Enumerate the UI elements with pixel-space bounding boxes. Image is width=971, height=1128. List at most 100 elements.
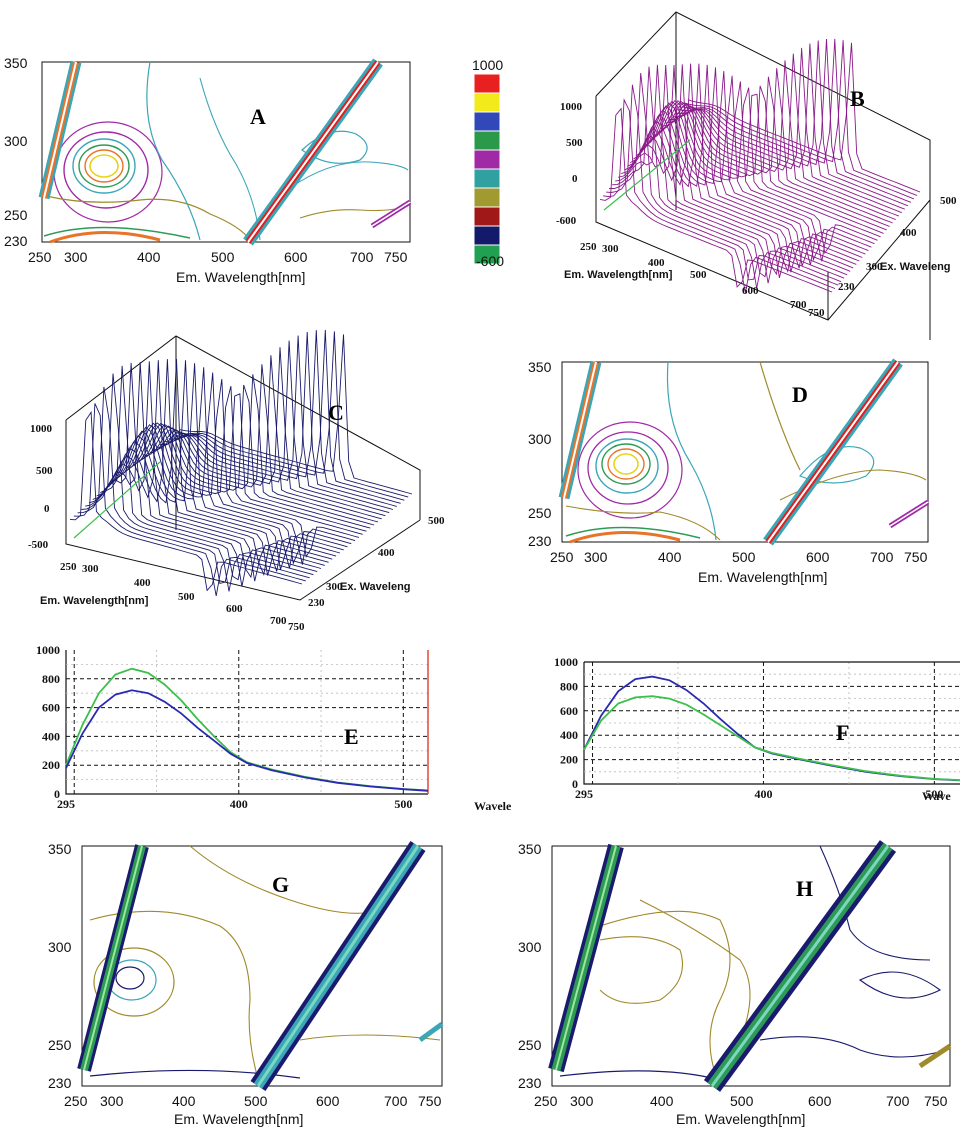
surface-line	[669, 47, 902, 214]
y-tick-label: 230	[4, 233, 28, 249]
panel-d-x-axis-label: Em. Wavelength[nm]	[698, 569, 827, 585]
colorbar-swatch	[473, 244, 501, 265]
y-tick-label: 400	[378, 547, 395, 559]
colorbar-min-label: -600	[476, 253, 504, 269]
x-tick-label: 600	[226, 603, 243, 615]
x-tick-label: 400	[230, 797, 248, 811]
surface-line	[636, 67, 869, 266]
surface-line	[599, 107, 833, 293]
surface-line	[639, 71, 872, 262]
x-tick-label: 600	[808, 1093, 832, 1109]
surface-line	[654, 85, 887, 231]
panel-h-x-ticks: 250 300 400 500 600 700 750	[534, 1093, 948, 1109]
colorbar-swatch	[473, 92, 501, 113]
panel-h: H 350 300 250 230 250 300 400 500 600 70…	[518, 840, 952, 1127]
y-tick-label: 600	[560, 704, 578, 718]
surface-line	[153, 347, 386, 517]
surface-line	[138, 384, 371, 529]
x-tick-label: 600	[742, 285, 759, 297]
panel-d-contours	[558, 358, 930, 546]
x-tick-label: 750	[288, 621, 305, 633]
y-tick-label: 300	[4, 133, 28, 149]
y-tick-label: 250	[48, 1037, 72, 1053]
x-tick-label: 750	[924, 1093, 948, 1109]
x-tick-label: 250	[64, 1093, 88, 1109]
panel-d: D 350 300 250 230 250 300 400 500 600 70…	[528, 358, 930, 585]
x-tick-label: 400	[754, 787, 772, 801]
panel-d-y-ticks: 350 300 250 230	[528, 359, 552, 549]
series-line	[583, 695, 961, 781]
x-tick-label: 250	[550, 549, 574, 565]
surface-line	[149, 355, 382, 520]
colorbar-swatches	[473, 73, 501, 265]
y-tick-label: 350	[48, 841, 72, 857]
panel-g-x-axis-label: Em. Wavelength[nm]	[174, 1111, 303, 1127]
y-tick-label: 300	[326, 581, 343, 593]
panel-h-y-ticks: 350 300 250 230	[518, 841, 542, 1091]
surface-line	[672, 43, 905, 210]
panel-g: G 350 300 250 230 250 300 400 500 600 70…	[48, 841, 444, 1127]
surface-line	[660, 68, 893, 224]
axis-frame	[65, 650, 428, 795]
x-tick-label: 700	[350, 249, 374, 265]
x-tick-label: 600	[284, 249, 308, 265]
y-tick-label: 300	[518, 939, 542, 955]
colorbar-max-label: 1000	[472, 57, 503, 73]
x-tick-label: 250	[28, 249, 52, 265]
surface-line	[602, 98, 836, 293]
y-tick-label: 250	[518, 1037, 542, 1053]
surface-line	[651, 93, 884, 234]
panel-d-x-ticks: 250 300 400 500 600 700 750	[550, 549, 928, 565]
panel-c: C 1000 500 0 -500 250 300 400 500 600 70…	[28, 329, 445, 633]
y-tick-label: 800	[42, 672, 60, 686]
x-tick-label: 700	[270, 615, 287, 627]
panel-a-y-ticks: 350 300 250 230	[4, 55, 28, 249]
z-tick-label: 500	[566, 137, 583, 149]
y-tick-label: 250	[528, 505, 552, 521]
panel-c-label: C	[328, 400, 344, 425]
x-tick-label: 400	[648, 257, 665, 269]
x-tick-label: 500	[211, 249, 235, 265]
surface-line	[77, 386, 310, 584]
colorbar-swatch	[473, 206, 501, 227]
z-tick-label: 500	[36, 465, 53, 477]
y-tick-label: 400	[560, 728, 578, 742]
y-tick-label: 230	[528, 533, 552, 549]
panel-f-x-axis-label: Wave	[922, 789, 951, 803]
y-tick-label: 300	[866, 261, 883, 273]
x-tick-label: 700	[384, 1093, 408, 1109]
x-tick-label: 400	[172, 1093, 196, 1109]
x-tick-label: 400	[137, 249, 161, 265]
x-tick-label: 250	[534, 1093, 558, 1109]
panel-b-diagonal	[603, 139, 691, 211]
x-tick-label: 700	[790, 299, 807, 311]
panel-e-plot	[65, 650, 429, 795]
y-tick-label: 350	[518, 841, 542, 857]
x-tick-label: 300	[602, 243, 619, 255]
x-tick-label: 500	[925, 787, 943, 801]
z-tick-label: 0	[44, 503, 50, 515]
y-tick-label: 350	[528, 359, 552, 375]
surface-line	[687, 42, 921, 193]
surface-line	[111, 360, 344, 570]
y-tick-label: 230	[48, 1075, 72, 1091]
panel-c-z-ticks: 1000 500 0 -500	[28, 423, 53, 551]
colorbar-swatch	[473, 73, 501, 94]
panel-c-diagonal	[73, 461, 161, 539]
y-tick-label: 400	[900, 227, 917, 239]
surface-line	[666, 53, 899, 217]
surface-line	[160, 335, 394, 510]
panel-g-x-ticks: 250 300 400 500 600 700 750	[64, 1093, 442, 1109]
x-tick-label: 300	[584, 549, 608, 565]
panel-e-label: E	[344, 724, 359, 749]
panel-b-label: B	[850, 86, 865, 111]
z-tick-label: 1000	[560, 101, 583, 113]
x-tick-label: 300	[64, 249, 88, 265]
panel-b-x-axis-label: Em. Wavelength[nm]	[564, 269, 673, 281]
colorbar-swatch	[473, 149, 501, 170]
x-tick-label: 500	[732, 549, 756, 565]
